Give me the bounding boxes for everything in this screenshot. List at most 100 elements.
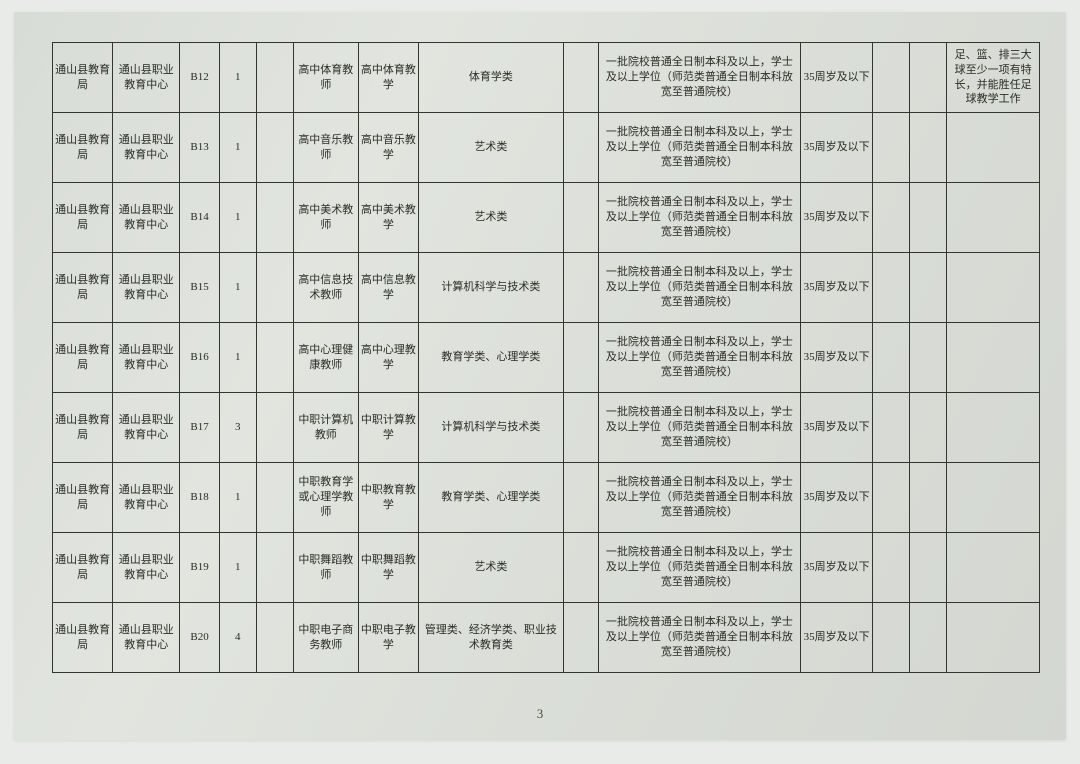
table-cell: 通山县职业教育中心 [113, 113, 180, 183]
table-cell: 计算机科学与技术类 [418, 393, 563, 463]
table-cell [563, 533, 598, 603]
table-cell [910, 393, 947, 463]
table-cell: 通山县教育局 [53, 113, 113, 183]
table-cell: 35周岁及以下 [801, 43, 873, 113]
table-cell: B19 [180, 533, 219, 603]
table-cell: B17 [180, 393, 219, 463]
table-cell: 中职计算机教师 [293, 393, 358, 463]
table-cell: 高中信息教学 [358, 253, 418, 323]
table-cell: 1 [219, 183, 256, 253]
table-cell: 中职教育教学 [358, 463, 418, 533]
table-cell: 高中体育教学 [358, 43, 418, 113]
table-cell [563, 113, 598, 183]
table-cell: B14 [180, 183, 219, 253]
table-cell [563, 43, 598, 113]
table-cell: 一批院校普通全日制本科及以上，学士及以上学位（师范类普通全日制本科放宽至普通院校… [598, 113, 801, 183]
table-cell [873, 183, 910, 253]
table-row: 通山县教育局通山县职业教育中心B151高中信息技术教师高中信息教学计算机科学与技… [53, 253, 1040, 323]
table-cell: 通山县职业教育中心 [113, 603, 180, 673]
table-cell: B12 [180, 43, 219, 113]
table-cell: 35周岁及以下 [801, 253, 873, 323]
table-cell: 中职电子商务教师 [293, 603, 358, 673]
table-cell: 通山县教育局 [53, 533, 113, 603]
table-cell: B15 [180, 253, 219, 323]
table-cell: 通山县教育局 [53, 393, 113, 463]
table-cell [256, 113, 293, 183]
table-cell: 通山县职业教育中心 [113, 183, 180, 253]
table-cell [910, 533, 947, 603]
table-cell [873, 393, 910, 463]
table-cell: 一批院校普通全日制本科及以上，学士及以上学位（师范类普通全日制本科放宽至普通院校… [598, 253, 801, 323]
table-cell: 通山县教育局 [53, 463, 113, 533]
table-cell [947, 463, 1040, 533]
table-cell [256, 183, 293, 253]
table-cell [256, 603, 293, 673]
table-cell [563, 323, 598, 393]
table-cell: 管理类、经济学类、职业技术教育类 [418, 603, 563, 673]
table-cell [947, 113, 1040, 183]
table-cell [873, 113, 910, 183]
table-cell [873, 463, 910, 533]
table-cell: 通山县职业教育中心 [113, 463, 180, 533]
table-cell: 体育学类 [418, 43, 563, 113]
table-cell: 高中音乐教学 [358, 113, 418, 183]
table-cell: 中职计算教学 [358, 393, 418, 463]
table-cell [563, 393, 598, 463]
table-cell: 通山县职业教育中心 [113, 43, 180, 113]
table-cell [873, 43, 910, 113]
table-cell: 35周岁及以下 [801, 463, 873, 533]
table-cell: 计算机科学与技术类 [418, 253, 563, 323]
table-cell: 一批院校普通全日制本科及以上，学士及以上学位（师范类普通全日制本科放宽至普通院校… [598, 183, 801, 253]
table-cell [910, 43, 947, 113]
table-cell: 高中信息技术教师 [293, 253, 358, 323]
table-cell [910, 323, 947, 393]
table-cell: 高中美术教师 [293, 183, 358, 253]
table-cell [910, 113, 947, 183]
table-cell: 教育学类、心理学类 [418, 463, 563, 533]
table-cell [256, 393, 293, 463]
table-cell [910, 463, 947, 533]
table-cell: B20 [180, 603, 219, 673]
table-cell [910, 253, 947, 323]
table-cell: 高中美术教学 [358, 183, 418, 253]
table-cell: 通山县教育局 [53, 323, 113, 393]
table-cell: 4 [219, 603, 256, 673]
table-cell: 35周岁及以下 [801, 393, 873, 463]
table-cell: 1 [219, 463, 256, 533]
table-cell: 中职教育学或心理学教师 [293, 463, 358, 533]
table-cell: 一批院校普通全日制本科及以上，学士及以上学位（师范类普通全日制本科放宽至普通院校… [598, 533, 801, 603]
table-cell [563, 253, 598, 323]
table-cell: 35周岁及以下 [801, 323, 873, 393]
table-cell: 1 [219, 43, 256, 113]
table-cell [910, 183, 947, 253]
table-cell: 35周岁及以下 [801, 603, 873, 673]
table-cell: 中职电子教学 [358, 603, 418, 673]
table-cell: 高中音乐教师 [293, 113, 358, 183]
table-body: 通山县教育局通山县职业教育中心B121高中体育教师高中体育教学体育学类一批院校普… [53, 43, 1040, 673]
table-cell [947, 533, 1040, 603]
table-cell: 3 [219, 393, 256, 463]
table-cell [563, 183, 598, 253]
table-cell: 通山县职业教育中心 [113, 533, 180, 603]
table-cell: 1 [219, 113, 256, 183]
table-row: 通山县教育局通山县职业教育中心B131高中音乐教师高中音乐教学艺术类一批院校普通… [53, 113, 1040, 183]
table-cell [873, 323, 910, 393]
table-cell: 1 [219, 323, 256, 393]
table-cell: 高中心理健康教师 [293, 323, 358, 393]
table-cell [256, 253, 293, 323]
table-cell: 高中心理教学 [358, 323, 418, 393]
table-cell: 一批院校普通全日制本科及以上，学士及以上学位（师范类普通全日制本科放宽至普通院校… [598, 603, 801, 673]
table-cell [873, 533, 910, 603]
table-cell: 1 [219, 533, 256, 603]
table-cell: 1 [219, 253, 256, 323]
table-cell [563, 463, 598, 533]
table-cell: 中职舞蹈教学 [358, 533, 418, 603]
table-cell: 教育学类、心理学类 [418, 323, 563, 393]
table-cell: 通山县教育局 [53, 183, 113, 253]
table-cell: 通山县职业教育中心 [113, 393, 180, 463]
table-cell: 一批院校普通全日制本科及以上，学士及以上学位（师范类普通全日制本科放宽至普通院校… [598, 43, 801, 113]
table-cell: 足、篮、排三大球至少一项有特长，并能胜任足球教学工作 [947, 43, 1040, 113]
table-row: 通山县教育局通山县职业教育中心B191中职舞蹈教师中职舞蹈教学艺术类一批院校普通… [53, 533, 1040, 603]
table-row: 通山县教育局通山县职业教育中心B204中职电子商务教师中职电子教学管理类、经济学… [53, 603, 1040, 673]
table-cell [947, 323, 1040, 393]
